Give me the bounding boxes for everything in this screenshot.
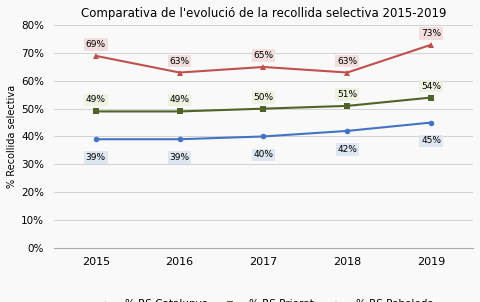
Text: 65%: 65% <box>253 51 274 60</box>
Text: 39%: 39% <box>86 153 106 162</box>
Text: 54%: 54% <box>421 82 441 91</box>
Text: 45%: 45% <box>421 137 441 146</box>
Text: 63%: 63% <box>169 56 190 66</box>
Text: 73%: 73% <box>421 29 441 38</box>
Text: 42%: 42% <box>337 145 357 154</box>
Text: 63%: 63% <box>337 56 357 66</box>
Title: Comparativa de l'evolució de la recollida selectiva 2015-2019: Comparativa de l'evolució de la recollid… <box>81 7 446 20</box>
Text: 39%: 39% <box>169 153 190 162</box>
Y-axis label: % Recollida selectiva: % Recollida selectiva <box>7 85 17 188</box>
Text: 49%: 49% <box>86 95 106 104</box>
Text: 51%: 51% <box>337 90 357 99</box>
Text: 49%: 49% <box>169 95 190 104</box>
Legend: % RS Catalunya, % RS Priorat, % RS Poboleda: % RS Catalunya, % RS Priorat, % RS Pobol… <box>89 295 438 302</box>
Text: 50%: 50% <box>253 93 274 102</box>
Text: 40%: 40% <box>253 150 274 159</box>
Text: 69%: 69% <box>86 40 106 49</box>
